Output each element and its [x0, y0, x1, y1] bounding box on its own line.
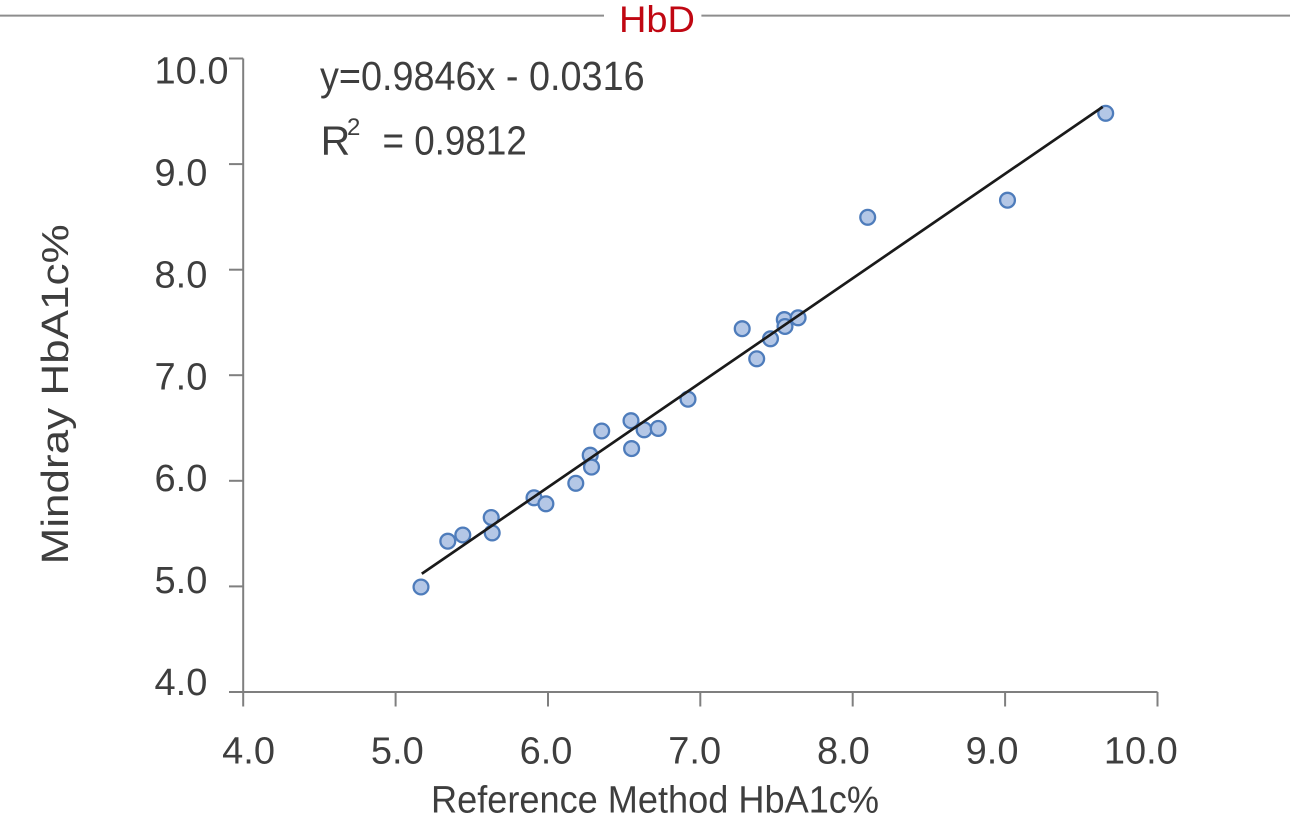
svg-text:2: 2: [347, 114, 360, 141]
svg-text:R: R: [321, 118, 351, 164]
svg-text:6.0: 6.0: [520, 731, 573, 773]
svg-text:9.0: 9.0: [966, 731, 1019, 773]
svg-text:Mindray HbA1c%: Mindray HbA1c%: [35, 224, 77, 564]
svg-text:4.0: 4.0: [222, 731, 275, 773]
svg-text:Reference Method HbA1c%: Reference Method HbA1c%: [431, 779, 879, 821]
svg-text:7.0: 7.0: [155, 356, 208, 398]
svg-text:8.0: 8.0: [155, 254, 208, 296]
svg-text:= 0.9812: = 0.9812: [383, 118, 527, 164]
svg-text:9.0: 9.0: [155, 153, 208, 195]
svg-text:10.0: 10.0: [155, 51, 229, 93]
svg-text:5.0: 5.0: [155, 560, 208, 602]
svg-text:8.0: 8.0: [817, 731, 870, 773]
svg-text:HbD: HbD: [619, 0, 695, 40]
svg-text:7.0: 7.0: [668, 731, 721, 773]
svg-text:5.0: 5.0: [371, 731, 424, 773]
svg-text:10.0: 10.0: [1104, 731, 1178, 773]
svg-text:y=0.9846x - 0.0316: y=0.9846x - 0.0316: [320, 53, 645, 99]
svg-text:6.0: 6.0: [155, 458, 208, 500]
svg-text:4.0: 4.0: [155, 662, 208, 704]
